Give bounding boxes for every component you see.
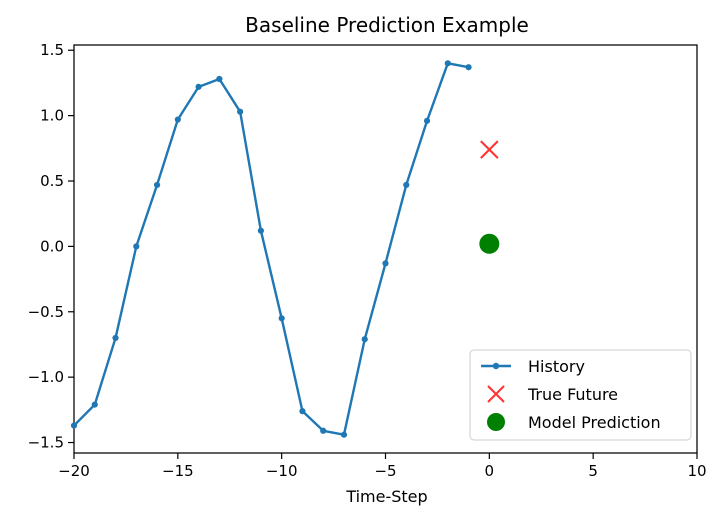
legend-true-future-label: True Future [527, 385, 618, 404]
y-tick-label: −1.0 [28, 368, 64, 386]
x-tick-label: −5 [374, 462, 396, 480]
y-tick-label: 0.0 [40, 237, 64, 255]
history-point [278, 315, 285, 322]
history-point [320, 427, 327, 434]
legend-true-future-marker-b [487, 385, 505, 403]
series-layer [70, 60, 500, 438]
legend-model-prediction-label: Model Prediction [528, 413, 661, 432]
y-tick-label: 1.5 [40, 41, 64, 59]
legend-box [469, 349, 692, 441]
history-point [382, 260, 389, 267]
history-point [195, 83, 202, 90]
history-point [153, 181, 161, 189]
legend: History True Future Model Prediction [469, 349, 692, 441]
legend-history-marker [492, 362, 500, 370]
history-series-line [72, 62, 470, 436]
history-point [91, 401, 98, 408]
history-point [112, 334, 119, 342]
history-point [465, 64, 472, 71]
y-tick-label: −0.5 [28, 303, 64, 321]
y-tick-label: 0.5 [40, 172, 64, 190]
legend-model-prediction-marker [487, 413, 505, 431]
history-point [423, 117, 431, 124]
x-tick-label: −10 [266, 462, 298, 480]
history-point [444, 60, 451, 67]
legend-history-label: History [528, 357, 585, 376]
x-tick-label: −20 [58, 462, 90, 480]
y-tick-label: 1.0 [40, 107, 64, 125]
history-point [299, 408, 306, 415]
model-prediction-point [479, 233, 500, 254]
x-axis-title: Time-Step [345, 487, 427, 506]
history-point [216, 75, 223, 83]
history-point [133, 243, 140, 250]
history-point [70, 422, 78, 429]
history-point [340, 431, 348, 438]
history-point [174, 116, 181, 123]
x-tick-label: −15 [162, 462, 194, 480]
x-tick-label: 5 [588, 462, 598, 480]
chart-title: Baseline Prediction Example [245, 13, 529, 37]
ticks-layer: −20 −15 −10 −5 0 5 10 −1.5 −1.0 −0.5 0.0 0.5 1.0 1.5 [28, 41, 707, 480]
x-tick-label: 10 [687, 462, 706, 480]
x-tick-label: 0 [485, 462, 495, 480]
history-point [257, 227, 264, 234]
history-point [237, 108, 244, 115]
true-future-marker-stroke-b [480, 140, 499, 159]
history-point [403, 181, 410, 189]
true-future-point [480, 140, 499, 159]
history-point [361, 336, 368, 343]
y-tick-label: −1.5 [28, 434, 64, 452]
